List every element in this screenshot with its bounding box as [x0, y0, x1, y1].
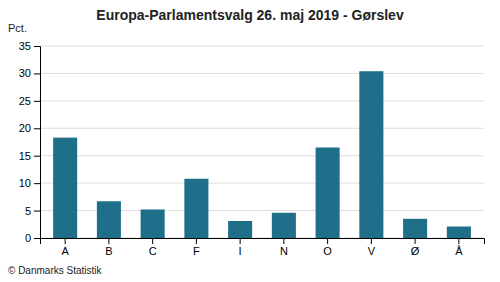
- grid-line: [40, 46, 484, 47]
- x-tick-label: Ø: [411, 245, 420, 257]
- x-tick-mark: [152, 238, 153, 244]
- x-tick: Å: [455, 238, 463, 257]
- y-tick-mark: [34, 238, 40, 239]
- y-tick: 15: [19, 150, 40, 162]
- bar: [53, 138, 77, 238]
- grid-line: [40, 128, 484, 129]
- x-tick-mark: [108, 238, 109, 244]
- bar: [228, 221, 252, 238]
- plot-area: 0 5 10 15 20 25 30 35 A B C F I N O V Ø Å: [19, 40, 485, 257]
- x-tick-mark: [415, 238, 416, 244]
- x-tick: B: [105, 238, 112, 257]
- y-tick-mark: [34, 128, 40, 129]
- grid-line: [40, 155, 484, 156]
- x-tick-mark: [371, 238, 372, 244]
- x-tick-label: V: [368, 245, 376, 257]
- x-tick-label: O: [323, 245, 332, 257]
- x-tick-mark: [65, 238, 66, 244]
- y-tick-label: 15: [19, 150, 31, 162]
- bars: [53, 71, 471, 238]
- y-tick-label: 5: [25, 205, 31, 217]
- bar: [97, 201, 121, 238]
- y-tick-mark: [34, 156, 40, 157]
- y-tick-mark: [34, 73, 40, 74]
- grid-line: [40, 73, 484, 74]
- y-tick-mark: [34, 101, 40, 102]
- x-tick: V: [368, 238, 376, 257]
- y-axis-line: [34, 47, 41, 239]
- y-axis-label: Pct.: [8, 22, 27, 34]
- y-tick: 25: [19, 95, 40, 107]
- chart: Europa-Parlamentsvalg 26. maj 2019 - Gør…: [0, 0, 500, 282]
- y-tick: 5: [25, 205, 40, 217]
- x-tick-mark: [458, 238, 459, 244]
- grid: [40, 46, 484, 238]
- x-tick-label: B: [105, 245, 112, 257]
- y-tick: 0: [25, 232, 40, 244]
- bar: [272, 213, 296, 238]
- x-tick-label: I: [239, 245, 242, 257]
- x-tick: N: [280, 238, 288, 257]
- x-tick: F: [193, 238, 200, 257]
- x-tick-label: F: [193, 245, 200, 257]
- bar: [447, 226, 471, 238]
- y-tick-label: 25: [19, 95, 31, 107]
- y-tick: 10: [19, 177, 40, 189]
- y-tick-mark: [34, 211, 40, 212]
- y-tick-mark: [34, 183, 40, 184]
- y-tick: 35: [19, 40, 40, 52]
- x-tick-mark: [327, 238, 328, 244]
- x-tick: O: [323, 238, 332, 257]
- title: Europa-Parlamentsvalg 26. maj 2019 - Gør…: [96, 7, 404, 23]
- y-tick: 30: [19, 67, 40, 79]
- y-tick-label: 35: [19, 40, 31, 52]
- y-axis: 0 5 10 15 20 25 30 35: [19, 40, 41, 244]
- x-tick: C: [149, 238, 157, 257]
- x-tick-mark: [240, 238, 241, 244]
- x-tick-label: N: [280, 245, 288, 257]
- x-tick-mark: [283, 238, 284, 244]
- x-axis: ABCFINOVØÅ: [41, 238, 485, 257]
- x-tick: I: [239, 238, 242, 257]
- y-tick-label: 30: [19, 67, 31, 79]
- x-tick-label: C: [149, 245, 157, 257]
- bar: [316, 147, 340, 238]
- y-tick: 20: [19, 122, 40, 134]
- y-tick-label: 10: [19, 177, 31, 189]
- x-tick-mark: [196, 238, 197, 244]
- y-tick-mark: [34, 46, 40, 47]
- x-tick-label: Å: [455, 245, 463, 257]
- grid-line: [40, 100, 484, 101]
- footer: © Danmarks Statistik: [8, 265, 103, 276]
- x-tick-label: A: [61, 245, 69, 257]
- x-axis-line: [41, 239, 485, 245]
- bar: [359, 71, 383, 238]
- bar: [184, 179, 208, 238]
- y-tick-label: 20: [19, 122, 31, 134]
- bar: [403, 219, 427, 238]
- x-tick: Ø: [411, 238, 420, 257]
- grid-line: [40, 183, 484, 184]
- y-tick-label: 0: [25, 232, 31, 244]
- bar: [141, 209, 165, 238]
- x-tick: A: [61, 238, 69, 257]
